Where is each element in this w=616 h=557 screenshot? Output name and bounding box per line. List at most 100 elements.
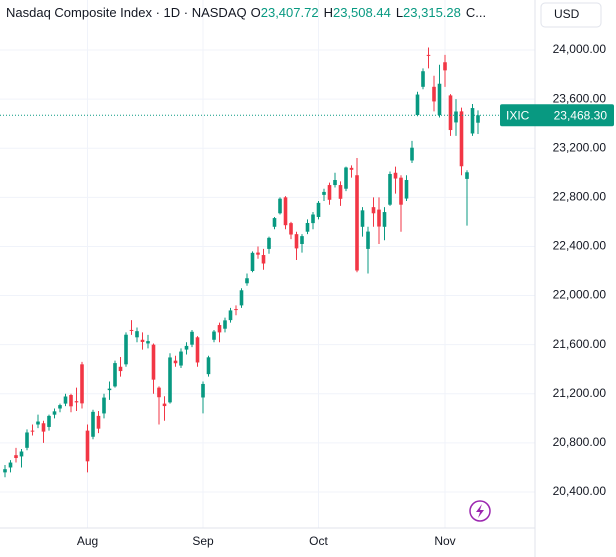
candle-body xyxy=(371,207,376,214)
header: Nasdaq Composite Index · 1D · NASDAQ O23,… xyxy=(6,5,486,20)
candle-body xyxy=(283,197,288,226)
price-tag xyxy=(500,104,614,127)
currency-button[interactable] xyxy=(540,2,602,28)
candle-body xyxy=(102,397,106,414)
candle-body xyxy=(278,198,282,214)
x-tick-label: Nov xyxy=(434,534,455,548)
candle-body xyxy=(437,83,442,116)
y-tick-label: 22,800.00 xyxy=(553,189,607,203)
ohlc-value: 23,508.44 xyxy=(333,5,391,20)
candle-body xyxy=(69,395,73,407)
candle-body xyxy=(344,167,348,189)
candle-body xyxy=(217,325,222,333)
lightning-icon[interactable] xyxy=(469,500,491,522)
price-tag-value: 23,468.30 xyxy=(554,108,608,122)
candle-body xyxy=(245,278,249,284)
candle-body xyxy=(140,339,145,342)
candle-body xyxy=(96,415,101,429)
x-tick-label: Aug xyxy=(77,534,98,548)
candle-body xyxy=(399,177,403,205)
candle-body xyxy=(135,331,139,338)
candle-body xyxy=(432,86,436,102)
candle-body xyxy=(201,383,205,398)
candle-body xyxy=(333,180,337,186)
candle-body xyxy=(74,401,79,403)
candle-body xyxy=(107,388,112,391)
ohlc-key: L xyxy=(396,5,403,20)
candle-body xyxy=(388,173,392,205)
grid xyxy=(0,0,535,528)
candle-body xyxy=(443,62,447,71)
x-tick-label: Oct xyxy=(309,534,328,548)
candle-body xyxy=(234,309,238,311)
candle-body xyxy=(212,331,216,340)
candle-body xyxy=(415,94,420,116)
candle-body xyxy=(338,185,343,199)
candle-body xyxy=(36,421,40,425)
price-tag-name: IXIC xyxy=(506,108,530,122)
candle-body xyxy=(421,71,425,87)
candle-body xyxy=(382,212,387,227)
candle-body xyxy=(151,344,156,380)
candle-body xyxy=(476,115,480,123)
candle-body xyxy=(206,357,211,375)
candle-body xyxy=(223,320,227,329)
candle-body xyxy=(124,334,128,365)
y-tick-label: 20,400.00 xyxy=(553,484,607,498)
candle-body xyxy=(162,403,167,407)
candle-body xyxy=(190,331,194,345)
candle-body xyxy=(360,210,365,227)
candle-body xyxy=(448,95,453,131)
candle-body xyxy=(47,415,51,427)
candle-body xyxy=(465,172,469,179)
candle-body xyxy=(168,357,172,403)
candle-body xyxy=(355,175,359,271)
y-tick-label: 22,400.00 xyxy=(553,239,607,253)
candle-body xyxy=(157,387,161,398)
y-tick-label: 23,200.00 xyxy=(553,140,607,154)
candle-body xyxy=(179,351,183,366)
candle-body xyxy=(173,360,178,364)
candle-body xyxy=(118,366,123,372)
candle-body xyxy=(30,430,35,432)
candle-body xyxy=(146,341,150,344)
y-tick-label: 23,600.00 xyxy=(553,91,607,105)
candle-body xyxy=(52,411,57,415)
candle-body xyxy=(349,167,354,170)
candle-body xyxy=(85,430,90,462)
candle-body xyxy=(239,290,244,306)
ohlc-value: 23,407.72 xyxy=(261,5,319,20)
x-tick-label: Sep xyxy=(192,534,214,548)
candle-body xyxy=(80,364,84,404)
y-tick-label: 24,000.00 xyxy=(553,42,607,56)
candle-body xyxy=(14,455,18,459)
candle-body xyxy=(256,252,260,255)
candle-body xyxy=(228,310,233,321)
candle-body xyxy=(19,451,24,457)
ohlc-key: H xyxy=(324,5,333,20)
ohlc-more: C... xyxy=(466,5,486,20)
candle-body xyxy=(426,54,431,56)
candle-body xyxy=(305,222,310,232)
symbol-title: Nasdaq Composite Index · 1D · NASDAQ xyxy=(6,5,247,20)
candle-body xyxy=(454,111,458,123)
y-tick-label: 21,600.00 xyxy=(553,337,607,351)
candle-body xyxy=(41,423,46,432)
y-tick-label: 21,200.00 xyxy=(553,386,607,400)
candle-body xyxy=(250,252,255,271)
candle-body xyxy=(8,462,13,468)
candle-body xyxy=(3,469,7,473)
candle-body xyxy=(267,237,271,249)
candle-body xyxy=(404,180,409,199)
candle-body xyxy=(470,108,475,134)
candle-body xyxy=(272,218,277,227)
y-tick-label: 20,800.00 xyxy=(553,435,607,449)
candle-body xyxy=(195,337,200,363)
candle-body xyxy=(184,345,189,350)
candle-body xyxy=(25,432,29,448)
currency: USD xyxy=(554,7,580,21)
candle-body xyxy=(129,329,134,331)
candle-body xyxy=(377,209,381,227)
